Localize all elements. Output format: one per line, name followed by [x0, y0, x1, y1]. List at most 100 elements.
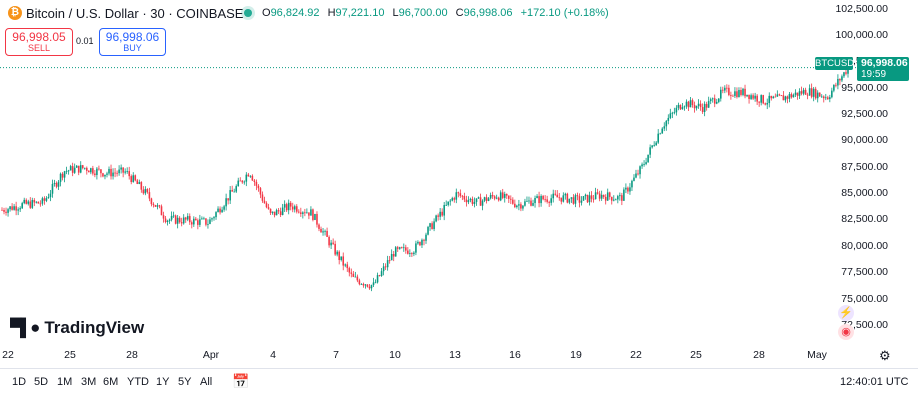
candle-body [719, 89, 722, 99]
candle-body [61, 173, 64, 178]
candle-body [558, 197, 561, 199]
candle-body [269, 208, 272, 213]
candle-body [695, 105, 698, 109]
candle-body [344, 264, 347, 266]
price-tick-label: 85,000.00 [841, 187, 888, 200]
candle-body [788, 94, 791, 99]
candle-body [441, 211, 443, 216]
candle-body [610, 196, 613, 201]
price-chart[interactable] [0, 0, 918, 368]
candle-body [148, 192, 151, 199]
candle-body [184, 217, 187, 220]
candle-body [699, 103, 702, 108]
candle-body [186, 216, 189, 220]
candle-body [112, 172, 114, 177]
utc-clock[interactable]: 12:40:01 UTC [840, 376, 909, 388]
candle-body [455, 192, 458, 200]
price-tick-label: 102,500.00 [835, 2, 888, 15]
candle-body [172, 215, 175, 217]
candle-body [138, 182, 141, 184]
timeframe-button-ytd[interactable]: YTD [127, 376, 149, 388]
candle-body [390, 254, 393, 261]
candle-body [479, 197, 482, 206]
timeframe-button-6m[interactable]: 6M [103, 376, 119, 388]
buy-button[interactable]: 96,998.06 BUY [99, 28, 166, 56]
time-tick-label: 10 [389, 349, 401, 361]
candle-body [831, 90, 833, 98]
candle-body [544, 199, 546, 201]
candle-body [255, 181, 258, 186]
candle-body [176, 217, 179, 224]
candle-body [520, 204, 522, 209]
candle-body [806, 94, 809, 96]
candle-body [378, 275, 381, 276]
candle-body [227, 198, 229, 201]
candle-body [794, 92, 797, 95]
candle-body [182, 217, 185, 224]
candle-body [150, 198, 153, 205]
calendar-range-icon[interactable]: 📅 [232, 373, 250, 389]
candle-body [92, 168, 94, 174]
candle-body [604, 196, 607, 201]
timeframe-button-all[interactable]: All [200, 376, 213, 388]
time-tick-label: 25 [690, 349, 702, 361]
timeframe-button-1m[interactable]: 1M [57, 376, 73, 388]
symbol-title[interactable]: Bitcoin / U.S. Dollar · 30 · COINBASE [26, 6, 244, 21]
candle-body [679, 104, 682, 110]
candle-body [346, 264, 349, 269]
candle-body [267, 207, 270, 209]
candle-body [300, 212, 302, 214]
candle-body [451, 198, 454, 201]
candle-body [154, 205, 157, 207]
candle-body [715, 101, 718, 104]
timeframe-button-5y[interactable]: 5Y [178, 376, 192, 388]
candle-body [827, 97, 829, 100]
candle-body [21, 203, 23, 209]
candle-body [546, 199, 548, 202]
tradingview-logo[interactable]: ▀▌● TradingView [10, 318, 144, 338]
candle-body [756, 95, 758, 102]
sparkle-icon[interactable]: ⚡ [838, 305, 854, 321]
candle-body [170, 215, 173, 220]
candle-body [120, 167, 122, 170]
candle-body [188, 216, 191, 223]
candle-body [671, 112, 674, 114]
candle-body [174, 215, 177, 224]
events-icon[interactable]: ◉ [838, 324, 854, 340]
candle-body [554, 193, 557, 195]
candle-body [524, 201, 526, 206]
sell-button[interactable]: 96,998.05 SELL [5, 28, 73, 56]
candle-body [144, 189, 147, 194]
candle-body [433, 221, 435, 230]
candle-body [9, 206, 11, 210]
candle-body [110, 168, 112, 177]
candle-body [65, 170, 68, 172]
candle-body [663, 126, 666, 129]
candle-body [96, 168, 98, 176]
gear-icon[interactable]: ⚙ [879, 348, 891, 363]
candle-body [792, 94, 795, 98]
candle-body [483, 197, 486, 201]
candle-body [736, 91, 738, 97]
candle-body [88, 170, 90, 173]
timeframe-button-3m[interactable]: 3M [81, 376, 97, 388]
candle-body [487, 198, 490, 201]
bar-countdown: 19:59 [861, 69, 887, 80]
candle-body [235, 186, 238, 192]
candle-body [661, 128, 664, 134]
candle-body [790, 94, 793, 98]
candle-body [136, 180, 139, 184]
timeframe-button-1y[interactable]: 1Y [156, 376, 170, 388]
candle-body [306, 212, 308, 214]
high-value: 97,221.10 [335, 7, 385, 19]
candle-body [132, 175, 135, 183]
candle-body [778, 94, 781, 96]
timeframe-button-5d[interactable]: 5D [34, 376, 49, 388]
candle-body [514, 203, 516, 208]
candle-body [37, 201, 40, 204]
candle-body [687, 101, 690, 108]
timeframe-button-1d[interactable]: 1D [12, 376, 27, 388]
candle-body [635, 173, 637, 178]
close-label: C [455, 7, 464, 19]
candle-body [334, 243, 336, 255]
